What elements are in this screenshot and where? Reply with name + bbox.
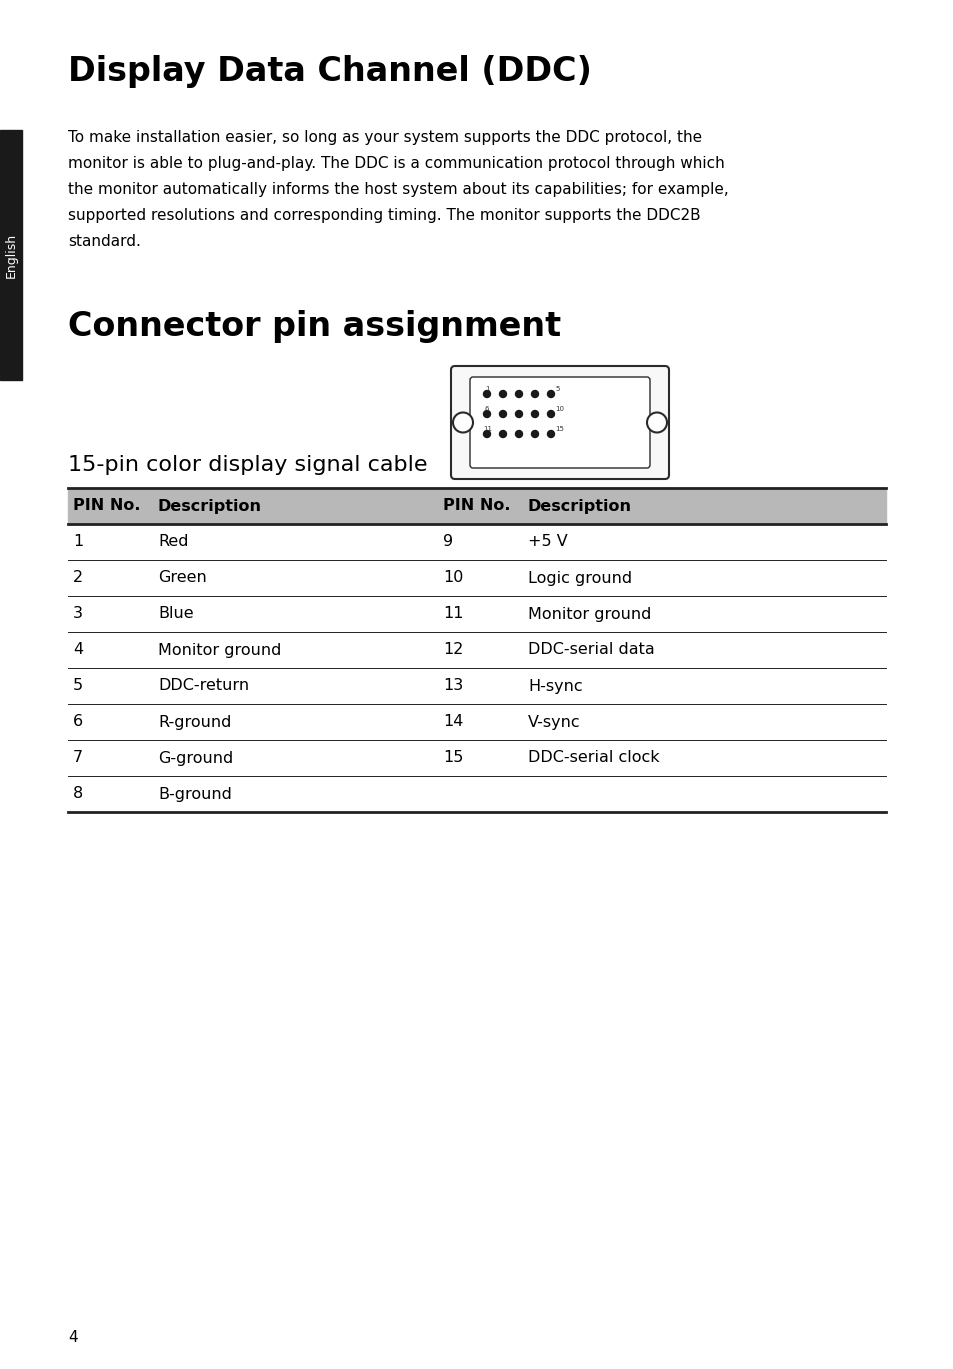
Text: H-sync: H-sync	[527, 679, 582, 694]
Circle shape	[531, 430, 537, 438]
Text: 9: 9	[442, 534, 453, 549]
Text: Monitor ground: Monitor ground	[158, 642, 281, 657]
Text: Red: Red	[158, 534, 189, 549]
Text: 5: 5	[73, 679, 83, 694]
Text: 15: 15	[555, 426, 563, 433]
Text: 15: 15	[442, 750, 463, 765]
Text: 3: 3	[73, 606, 83, 622]
FancyBboxPatch shape	[470, 376, 649, 468]
Circle shape	[547, 411, 554, 418]
Text: Display Data Channel (DDC): Display Data Channel (DDC)	[68, 55, 591, 88]
Circle shape	[531, 411, 537, 418]
Text: 1: 1	[73, 534, 83, 549]
Text: 10: 10	[555, 407, 563, 412]
Text: Logic ground: Logic ground	[527, 571, 632, 586]
Bar	[0, 130, 22, 381]
Text: 4: 4	[73, 642, 83, 657]
Text: DDC-serial data: DDC-serial data	[527, 642, 654, 657]
Text: monitor is able to plug-and-play. The DDC is a communication protocol through wh: monitor is able to plug-and-play. The DD…	[68, 156, 724, 171]
Text: 8: 8	[73, 787, 83, 801]
Text: 14: 14	[442, 715, 463, 730]
Text: 5: 5	[555, 386, 558, 392]
Text: Connector pin assignment: Connector pin assignment	[68, 309, 560, 344]
Circle shape	[499, 390, 506, 397]
Circle shape	[515, 390, 522, 397]
Text: 6: 6	[484, 407, 489, 412]
Text: DDC-return: DDC-return	[158, 679, 249, 694]
FancyBboxPatch shape	[451, 366, 668, 479]
Circle shape	[547, 390, 554, 397]
Text: 2: 2	[73, 571, 83, 586]
Text: G-ground: G-ground	[158, 750, 233, 765]
Circle shape	[483, 430, 490, 438]
Circle shape	[499, 430, 506, 438]
Text: the monitor automatically informs the host system about its capabilities; for ex: the monitor automatically informs the ho…	[68, 182, 728, 197]
Text: 11: 11	[442, 606, 463, 622]
Text: PIN No.: PIN No.	[442, 498, 510, 513]
Text: English: English	[5, 233, 17, 278]
Text: +5 V: +5 V	[527, 534, 567, 549]
Circle shape	[646, 412, 666, 433]
Text: PIN No.: PIN No.	[73, 498, 140, 513]
Text: Description: Description	[158, 498, 262, 513]
Circle shape	[547, 430, 554, 438]
Text: Blue: Blue	[158, 606, 193, 622]
Text: 13: 13	[442, 679, 463, 694]
Text: DDC-serial clock: DDC-serial clock	[527, 750, 659, 765]
Text: 4: 4	[68, 1331, 77, 1344]
Text: supported resolutions and corresponding timing. The monitor supports the DDC2B: supported resolutions and corresponding …	[68, 208, 700, 223]
Circle shape	[531, 390, 537, 397]
Text: 10: 10	[442, 571, 463, 586]
Text: V-sync: V-sync	[527, 715, 580, 730]
Text: 11: 11	[482, 426, 492, 433]
Text: 1: 1	[484, 386, 489, 392]
Text: 12: 12	[442, 642, 463, 657]
Text: 6: 6	[73, 715, 83, 730]
Text: Description: Description	[527, 498, 631, 513]
Text: R-ground: R-ground	[158, 715, 232, 730]
Text: B-ground: B-ground	[158, 787, 232, 801]
Bar	[68, 487, 885, 524]
Circle shape	[483, 411, 490, 418]
Circle shape	[453, 412, 473, 433]
Circle shape	[515, 430, 522, 438]
Circle shape	[483, 390, 490, 397]
Text: 7: 7	[73, 750, 83, 765]
Text: To make installation easier, so long as your system supports the DDC protocol, t: To make installation easier, so long as …	[68, 130, 701, 145]
Circle shape	[499, 411, 506, 418]
Text: 15-pin color display signal cable: 15-pin color display signal cable	[68, 455, 427, 475]
Text: Green: Green	[158, 571, 207, 586]
Text: standard.: standard.	[68, 234, 141, 249]
Text: Monitor ground: Monitor ground	[527, 606, 651, 622]
Circle shape	[515, 411, 522, 418]
